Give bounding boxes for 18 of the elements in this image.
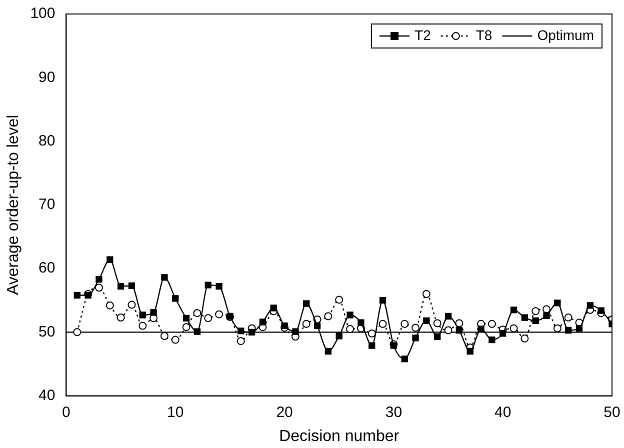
x-tick-label: 40	[494, 404, 512, 421]
y-axis-title: Average order-up-to level	[5, 114, 22, 296]
y-tick-label: 50	[38, 323, 56, 340]
legend-label: T8	[476, 26, 492, 43]
x-tick-label: 0	[62, 404, 70, 421]
legend-label: T2	[414, 26, 432, 43]
y-tick-label: 90	[38, 68, 56, 86]
x-axis-title: Decision number	[279, 428, 400, 445]
y-tick-label: 40	[38, 386, 56, 404]
y-tick-label: 80	[38, 132, 56, 150]
x-tick-label: 20	[276, 404, 293, 421]
x-tick-label: 50	[604, 404, 620, 421]
y-tick-label: 70	[38, 196, 56, 214]
legend-label: Optimum	[537, 26, 594, 43]
y-tick-label: 100	[30, 5, 56, 22]
x-tick-label: 10	[167, 404, 184, 421]
x-tick-label: 30	[385, 404, 402, 421]
y-tick-label: 60	[38, 260, 56, 277]
